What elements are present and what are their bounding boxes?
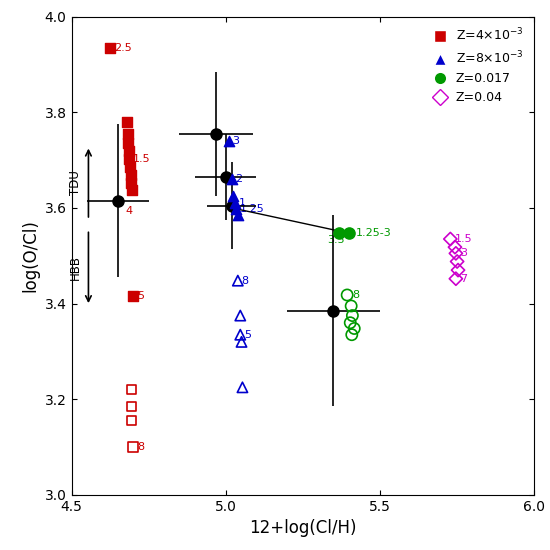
Point (454, 266, 463, 274)
Point (126, 171, 135, 180)
Text: 8: 8 (352, 290, 359, 300)
Text: 1.5: 1.5 (133, 154, 151, 164)
Point (238, 383, 247, 392)
Point (236, 331, 245, 339)
Point (346, 318, 355, 327)
Text: 1.25: 1.25 (240, 204, 265, 214)
Point (128, 185, 136, 194)
Point (348, 331, 356, 339)
Point (123, 129, 132, 138)
Point (348, 311, 357, 320)
Point (343, 290, 351, 299)
Point (124, 139, 133, 148)
Text: 5: 5 (137, 292, 144, 301)
Point (450, 243, 459, 251)
Text: 1: 1 (116, 196, 122, 206)
Point (127, 179, 136, 188)
Text: 8: 8 (137, 442, 144, 452)
Point (127, 402, 136, 411)
Point (224, 136, 233, 145)
Text: 5: 5 (244, 329, 251, 340)
Point (125, 155, 134, 163)
Point (232, 205, 241, 213)
Point (446, 235, 455, 244)
Point (233, 276, 242, 285)
Point (123, 117, 131, 126)
Text: HBB: HBB (69, 255, 81, 280)
Text: 2: 2 (235, 174, 243, 184)
Text: 2.5: 2.5 (114, 42, 131, 53)
Text: 1.25-3: 1.25-3 (355, 228, 391, 238)
Point (350, 324, 359, 333)
Point (452, 274, 460, 283)
Text: 7: 7 (460, 274, 467, 284)
Text: 1: 1 (239, 198, 245, 208)
Point (452, 249, 460, 258)
Point (229, 191, 238, 200)
Point (335, 228, 344, 237)
Point (230, 199, 239, 207)
Point (453, 257, 461, 266)
Text: 3.5: 3.5 (327, 235, 345, 245)
Point (346, 301, 355, 310)
Point (227, 175, 236, 184)
Point (127, 386, 136, 394)
Text: 1.5: 1.5 (454, 234, 472, 244)
X-axis label: 12+log(Cl/H): 12+log(Cl/H) (249, 519, 356, 537)
Y-axis label: log(O/Cl): log(O/Cl) (21, 219, 39, 292)
Text: 3: 3 (232, 136, 239, 146)
Text: 8: 8 (241, 276, 249, 285)
Point (129, 443, 138, 452)
Point (344, 228, 353, 237)
Text: 3: 3 (460, 249, 467, 258)
Point (233, 211, 242, 219)
Point (236, 311, 245, 320)
Point (125, 163, 134, 172)
Text: TDU: TDU (69, 170, 81, 195)
Point (124, 147, 133, 156)
Legend: Z=4$\times$10$^{-3}$, Z=8$\times$10$^{-3}$, Z=0.017, Z=0.04: Z=4$\times$10$^{-3}$, Z=8$\times$10$^{-3… (424, 23, 527, 108)
Point (106, 43, 114, 52)
Point (129, 292, 138, 301)
Point (237, 338, 246, 346)
Text: 4: 4 (125, 206, 133, 216)
Point (127, 416, 136, 425)
